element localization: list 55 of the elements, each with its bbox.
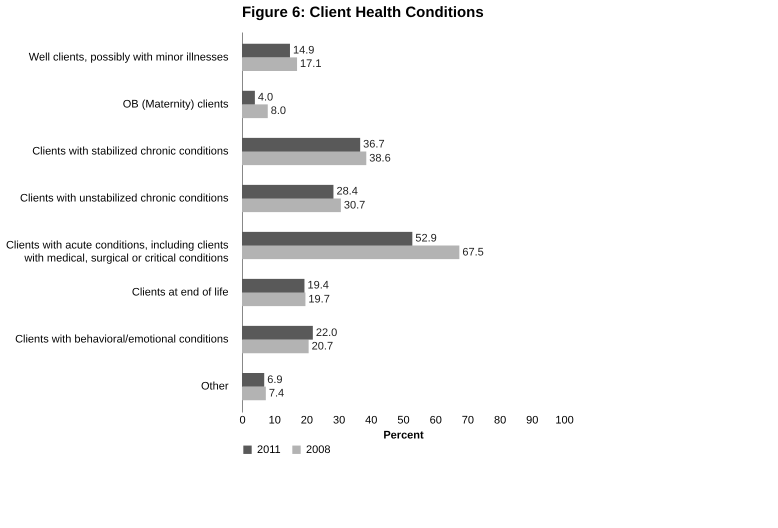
x-tick-label: 40 <box>365 414 378 426</box>
bar <box>242 44 290 58</box>
bar <box>242 372 264 387</box>
bar <box>242 184 334 198</box>
data-label: 22.0 <box>316 326 338 339</box>
bar <box>242 198 341 212</box>
legend-label: 2011 <box>257 444 281 456</box>
y-tick-label: Well clients, possibly with minor illnesses <box>28 51 229 64</box>
x-tick-label: 60 <box>430 414 442 426</box>
data-label: 67.5 <box>462 246 484 258</box>
y-tick-label: Clients with stabilized chronic conditions <box>32 145 229 158</box>
bar <box>242 246 460 260</box>
bar <box>242 104 268 118</box>
x-tick-label: 70 <box>462 414 474 426</box>
chart-title: Figure 6: Client Health Conditions <box>242 4 484 21</box>
x-axis-title: Percent <box>383 430 424 442</box>
data-label: 19.4 <box>307 280 329 292</box>
data-label: 4.0 <box>258 92 274 104</box>
bar <box>242 386 266 400</box>
data-label: 36.7 <box>363 138 385 151</box>
bar <box>242 292 306 306</box>
y-tick-label: Clients with unstabilized chronic conditions <box>20 192 229 204</box>
data-label: 17.1 <box>300 58 322 70</box>
bar <box>242 278 304 293</box>
y-tick-label: Clients with behavioral/emotional conditions <box>15 334 229 346</box>
x-tick-label: 0 <box>239 414 246 426</box>
x-tick-label: 90 <box>526 414 538 426</box>
data-label: 30.7 <box>344 199 366 212</box>
x-tick-label: 100 <box>555 414 574 426</box>
bar <box>242 151 366 166</box>
bar <box>242 232 412 246</box>
x-tick-label: 50 <box>397 414 410 426</box>
bar <box>242 340 309 354</box>
data-label: 7.4 <box>268 387 284 400</box>
y-tick-label: Other <box>200 380 229 393</box>
data-label: 28.4 <box>336 186 358 198</box>
legend-label: 2008 <box>306 444 330 456</box>
y-tick-label: OB (Maternity) clients <box>122 98 229 110</box>
x-tick-label: 30 <box>332 414 346 426</box>
x-tick-label: 20 <box>300 414 314 426</box>
data-label: 8.0 <box>270 105 286 118</box>
data-label: 20.7 <box>312 340 334 352</box>
x-tick-label: 10 <box>268 414 281 426</box>
data-label: 19.7 <box>308 293 330 306</box>
y-tick-label: Clients at end of life <box>132 286 228 299</box>
x-tick-label: 80 <box>494 414 506 426</box>
y-tick-label: Clients with acute conditions, including clients with medical, surgical or critical conditions <box>6 240 229 265</box>
bar <box>242 90 255 104</box>
bar <box>242 138 360 152</box>
data-label: 52.9 <box>415 232 437 245</box>
data-label: 6.9 <box>267 374 283 386</box>
data-label: 14.9 <box>292 44 314 57</box>
bar <box>242 57 298 72</box>
bar <box>242 326 313 340</box>
data-label: 38.6 <box>369 152 391 164</box>
